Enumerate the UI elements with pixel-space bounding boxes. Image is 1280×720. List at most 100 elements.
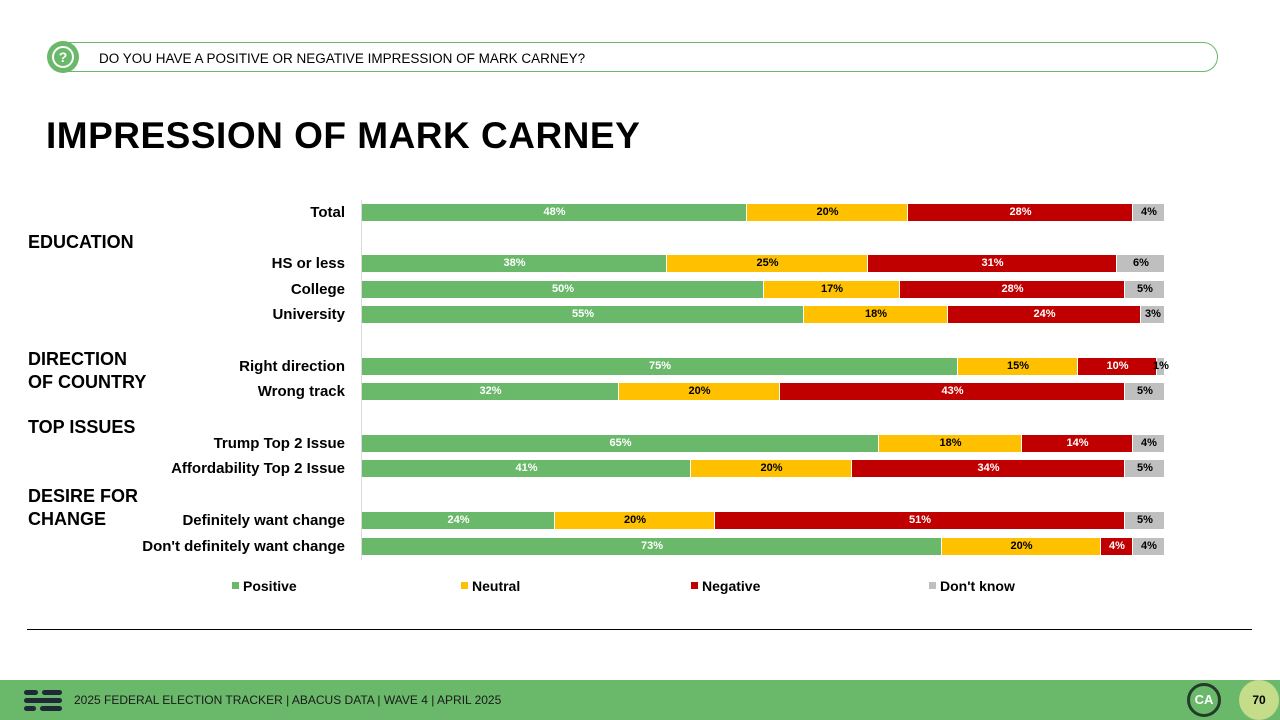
data-label-negative-university: 24% [1033,308,1056,320]
legend-swatch-positive [232,582,239,589]
chart-title: IMPRESSION OF MARK CARNEY [46,115,641,156]
bar-segment-negative-hs-or-less [868,255,1117,272]
data-label-negative-affordability-top-2-issue: 34% [977,462,1000,474]
data-label-don-t-know-affordability-top-2-issue: 5% [1137,462,1153,474]
bar-segment-neutral-don-t-definitely-want-change [942,538,1101,555]
bar-segment-positive-college [362,281,764,298]
bar-segment-positive-don-t-definitely-want-change [362,538,942,555]
bar-segment-don-t-know-hs-or-less [1117,255,1165,272]
bar-segment-neutral-definitely-want-change [555,512,715,529]
section-direction-of-country: DIRECTION OF COUNTRY [28,349,147,392]
bar-segment-negative-affordability-top-2-issue [852,460,1125,477]
category-label-affordability-top-2-issue: Affordability Top 2 Issue [171,460,345,477]
bar-segment-positive-university [362,306,804,323]
legend-label-positive: Positive [243,578,297,594]
bar-row-hs-or-less: 38% 25% 31% 6% [362,255,1165,272]
category-label-right-direction: Right direction [239,358,345,375]
data-label-positive-university: 55% [571,308,595,320]
category-label-college: College [290,281,345,298]
data-label-neutral-definitely-want-change: 20% [623,514,647,526]
bar-row-college: 50% 17% 28% 5% [362,281,1165,298]
data-label-positive-right-direction: 75% [648,360,672,372]
data-label-positive-wrong-track: 32% [479,385,502,397]
question-circle-icon: ? [47,41,79,73]
bar-segment-positive-total [362,204,747,221]
bar-segment-don-t-know-don-t-definitely-want-change [1133,538,1165,555]
bar-segment-negative-right-direction [1078,358,1157,375]
bar-row-don-t-definitely-want-change: 73% 20% 4% 4% [362,538,1165,555]
bar-segment-negative-wrong-track [780,383,1125,400]
question-text: DO YOU HAVE A POSITIVE OR NEGATIVE IMPRE… [99,51,586,66]
bar-row-total: 48% 20% 28% 4% [362,204,1165,221]
bar-row-definitely-want-change: 24% 20% 51% 5% [362,512,1165,529]
data-label-neutral-university: 18% [864,308,888,320]
legend-label-don-t-know: Don't know [940,578,1015,594]
data-label-negative-definitely-want-change: 51% [908,514,932,526]
bar-segment-positive-wrong-track [362,383,619,400]
data-label-positive-hs-or-less: 38% [503,257,526,269]
data-label-positive-trump-top-2-issue: 65% [609,437,632,449]
data-label-neutral-don-t-definitely-want-change: 20% [1010,540,1033,552]
data-label-don-t-know-definitely-want-change: 5% [1137,514,1153,526]
data-label-negative-right-direction: 10% [1106,360,1129,372]
bar-segment-neutral-university [804,306,948,323]
category-label-university: University [272,306,345,323]
bar-segment-positive-affordability-top-2-issue [362,460,691,477]
bar-row-university: 55% 18% 24% 3% [362,306,1165,323]
category-label-wrong-track: Wrong track [257,383,345,400]
bar-row-affordability-top-2-issue: 41% 20% 34% 5% [362,460,1165,477]
data-label-positive-college: 50% [551,283,575,295]
footer-divider [27,629,1252,630]
bar-segment-don-t-know-college [1125,281,1165,298]
bar-row-right-direction: 75% 15% 10% 1% [362,358,1169,375]
bar-segment-neutral-total [747,204,908,221]
data-label-don-t-know-university: 3% [1145,308,1161,320]
bar-segment-negative-definitely-want-change [715,512,1125,529]
bar-segment-neutral-right-direction [958,358,1078,375]
data-label-positive-don-t-definitely-want-change: 73% [640,540,664,552]
bar-segment-neutral-trump-top-2-issue [879,435,1022,452]
bar-segment-don-t-know-affordability-top-2-issue [1125,460,1165,477]
data-label-neutral-wrong-track: 20% [688,385,711,397]
data-label-negative-hs-or-less: 31% [981,257,1004,269]
data-label-negative-wrong-track: 43% [941,385,964,397]
bar-row-wrong-track: 32% 20% 43% 5% [362,383,1165,400]
bar-segment-negative-college [900,281,1125,298]
data-label-don-t-know-right-direction: 1% [1153,360,1169,372]
data-label-don-t-know-college: 5% [1137,283,1153,295]
bar-segment-neutral-hs-or-less [667,255,868,272]
bar-segment-negative-trump-top-2-issue [1022,435,1133,452]
ca-badge-text: CA [1194,692,1214,707]
legend-swatch-negative [691,582,698,589]
bar-segment-positive-trump-top-2-issue [362,435,879,452]
data-label-neutral-college: 17% [820,283,844,295]
data-label-neutral-affordability-top-2-issue: 20% [760,462,783,474]
data-label-don-t-know-hs-or-less: 6% [1133,257,1149,269]
page-number: 70 [1252,693,1266,707]
bar-segment-don-t-know-total [1133,204,1165,221]
page-number-badge: 70 [1239,680,1279,720]
bar-segment-positive-definitely-want-change [362,512,555,529]
data-label-negative-don-t-definitely-want-change: 4% [1109,540,1125,552]
legend-swatch-neutral [461,582,468,589]
data-label-neutral-hs-or-less: 25% [756,257,779,269]
bar-segment-neutral-college [764,281,900,298]
data-label-don-t-know-don-t-definitely-want-change: 4% [1141,540,1157,552]
data-label-negative-total: 28% [1009,206,1032,218]
bar-row-trump-top-2-issue: 65% 18% 14% 4% [362,435,1165,452]
bar-segment-don-t-know-university [1141,306,1165,323]
data-label-positive-affordability-top-2-issue: 41% [515,462,538,474]
section-top-issues: TOP ISSUES [28,417,136,437]
chart-axis-line [361,200,362,560]
bar-segment-negative-don-t-definitely-want-change [1101,538,1133,555]
data-label-don-t-know-total: 4% [1141,206,1157,218]
ca-badge-icon: CA [1187,683,1221,717]
category-label-trump-top-2-issue: Trump Top 2 Issue [213,435,345,452]
data-label-don-t-know-trump-top-2-issue: 4% [1141,437,1157,449]
footer-text: 2025 FEDERAL ELECTION TRACKER | ABACUS D… [74,693,502,707]
bar-segment-don-t-know-definitely-want-change [1125,512,1165,529]
legend-label-negative: Negative [702,578,761,594]
bar-segment-neutral-wrong-track [619,383,780,400]
data-label-positive-definitely-want-change: 24% [447,514,470,526]
data-label-don-t-know-wrong-track: 5% [1137,385,1153,397]
